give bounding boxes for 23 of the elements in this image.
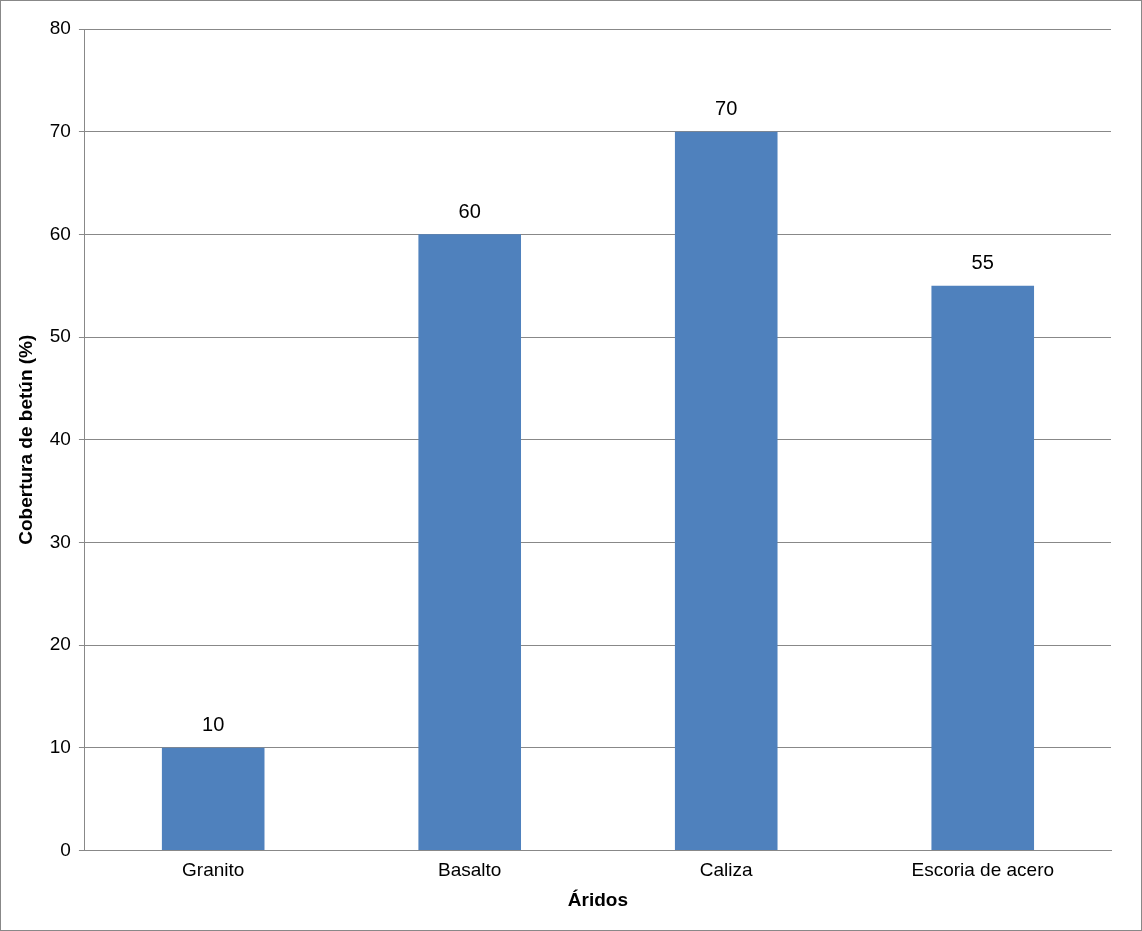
bar [674,131,778,850]
y-tick-label: 10 [49,735,71,757]
bar [161,747,265,850]
y-tick-label: 0 [60,838,71,860]
y-tick-label: 50 [49,325,71,347]
y-tick-label: 80 [49,17,71,39]
data-label: 55 [971,251,994,274]
x-axis-title: Áridos [567,888,629,910]
x-tick-label: Basalto [438,859,502,881]
y-axis-title: Cobertura de betún (%) [14,334,36,545]
bar [931,285,1035,850]
data-label: 60 [458,199,481,222]
x-tick-label: Escoria de acero [911,859,1055,881]
bar [418,234,522,850]
y-tick-label: 60 [49,222,71,244]
y-tick-label: 70 [49,119,71,141]
x-tick-label: Granito [182,859,245,881]
y-tick-label: 20 [49,633,71,655]
y-tick-label: 40 [49,427,71,449]
data-label: 70 [715,97,738,120]
x-tick-label: Caliza [699,859,754,881]
data-label: 10 [202,713,225,736]
y-tick-label: 30 [49,530,71,552]
